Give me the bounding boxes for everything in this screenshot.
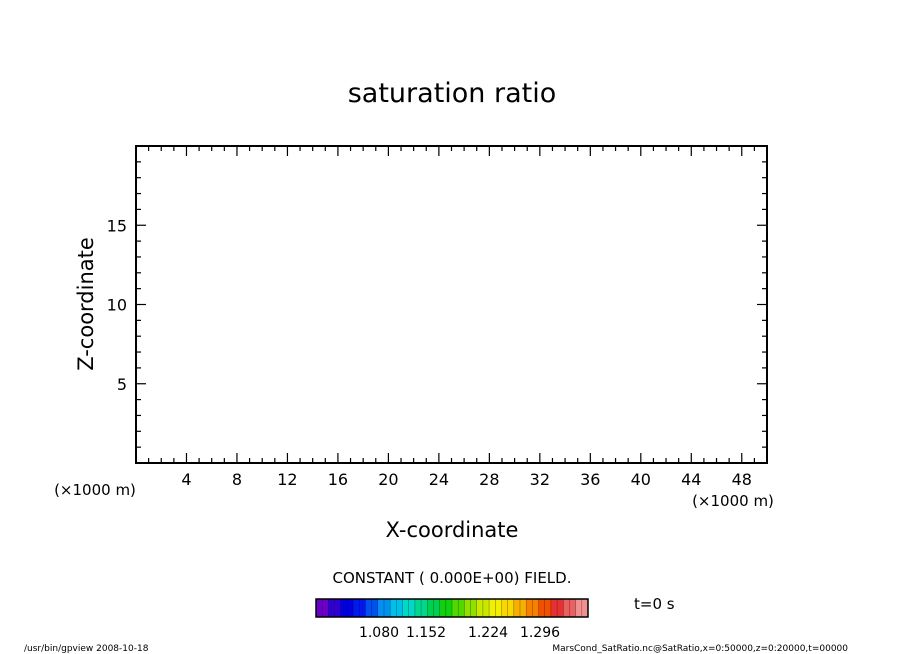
colorbar (315, 599, 589, 617)
plot-frame (135, 145, 768, 464)
colorbar-swatch (334, 599, 342, 617)
colorbar-swatch (501, 599, 508, 617)
colorbar-swatch (526, 599, 533, 617)
colorbar-swatch (507, 599, 515, 617)
colorbar-swatch (396, 599, 403, 617)
y-tick-label: 15 (107, 216, 127, 235)
x-axis-label: X-coordinate (386, 518, 519, 542)
colorbar-swatch (433, 599, 440, 617)
x-tick-label: 44 (681, 470, 701, 489)
colorbar-swatch (408, 599, 416, 617)
x-tick-label: 12 (277, 470, 297, 489)
colorbar-swatch (452, 599, 459, 617)
colorbar-frame (315, 598, 589, 618)
colorbar-swatch (340, 599, 348, 617)
colorbar-label: 1.080 (359, 625, 399, 641)
colorbar-swatch (371, 599, 379, 617)
x-tick-label: 28 (479, 470, 499, 489)
colorbar-swatch (421, 599, 428, 617)
colorbar-label: 1.296 (520, 625, 560, 641)
colorbar-swatch (476, 599, 484, 617)
x-axis-unit-left: (×1000 m) (54, 481, 136, 499)
colorbar-swatch (489, 599, 496, 617)
x-tick-label: 4 (181, 470, 191, 489)
chart-title: saturation ratio (348, 78, 557, 109)
x-tick-label: 16 (328, 470, 348, 489)
colorbar-swatch (384, 599, 391, 617)
colorbar-swatch (464, 599, 471, 617)
colorbar-swatch (439, 599, 447, 617)
colorbar-swatch (322, 599, 329, 617)
x-tick-label: 24 (429, 470, 449, 489)
colorbar-swatch (365, 599, 372, 617)
colorbar-swatch (402, 599, 410, 617)
colorbar-labels: 1.080 1.152 1.224 1.296 (359, 625, 560, 641)
colorbar-swatch (569, 599, 576, 617)
colorbar-swatch (316, 599, 323, 617)
colorbar-label: 1.224 (468, 625, 508, 641)
colorbar-swatch (328, 599, 335, 617)
colorbar-swatch (470, 599, 478, 617)
x-tick-label: 48 (732, 470, 752, 489)
colorbar-swatch (557, 599, 564, 617)
colorbar-swatch (458, 599, 465, 617)
colorbar-swatch (390, 599, 397, 617)
colorbar-swatch (563, 599, 570, 617)
y-tick-label: 5 (117, 375, 127, 394)
colorbar-swatch (353, 599, 360, 617)
colorbar-swatch (427, 599, 434, 617)
y-tick-label: 10 (107, 296, 127, 315)
colorbar-swatch (359, 599, 366, 617)
x-tick-label: 8 (232, 470, 242, 489)
colorbar-swatch (538, 599, 546, 617)
colorbar-swatch (550, 599, 558, 617)
x-axis-ticks (148, 146, 755, 463)
x-tick-label: 20 (378, 470, 398, 489)
field-note: CONSTANT ( 0.000E+00) FIELD. (333, 569, 572, 587)
x-tick-label: 32 (530, 470, 550, 489)
colorbar-swatch (377, 599, 385, 617)
colorbar-swatch (414, 599, 422, 617)
footer-right: MarsCond_SatRatio.nc@SatRatio,x=0:50000,… (552, 644, 848, 654)
colorbar-label: 1.152 (406, 625, 446, 641)
x-axis-tick-labels: 4 8 12 16 20 24 28 32 36 40 44 48 (181, 470, 752, 489)
x-axis-unit-right: (×1000 m) (692, 492, 774, 510)
colorbar-swatch (495, 599, 502, 617)
colorbar-swatch (482, 599, 490, 617)
colorbar-swatch (544, 599, 552, 617)
colorbar-swatch (513, 599, 521, 617)
x-tick-label: 40 (631, 470, 651, 489)
colorbar-swatch (445, 599, 453, 617)
colorbar-swatch (346, 599, 354, 617)
footer-left: /usr/bin/gpview 2008-10-18 (24, 644, 149, 654)
colorbar-swatch (520, 599, 527, 617)
x-tick-label: 36 (580, 470, 600, 489)
colorbar-swatch (532, 599, 539, 617)
colorbar-swatch (581, 599, 589, 617)
y-axis-tick-labels: 5 10 15 (107, 216, 127, 394)
colorbar-swatch (575, 599, 583, 617)
y-axis-label: Z-coordinate (74, 237, 98, 371)
time-label: t=0 s (634, 595, 675, 613)
y-axis-ticks (136, 161, 767, 448)
